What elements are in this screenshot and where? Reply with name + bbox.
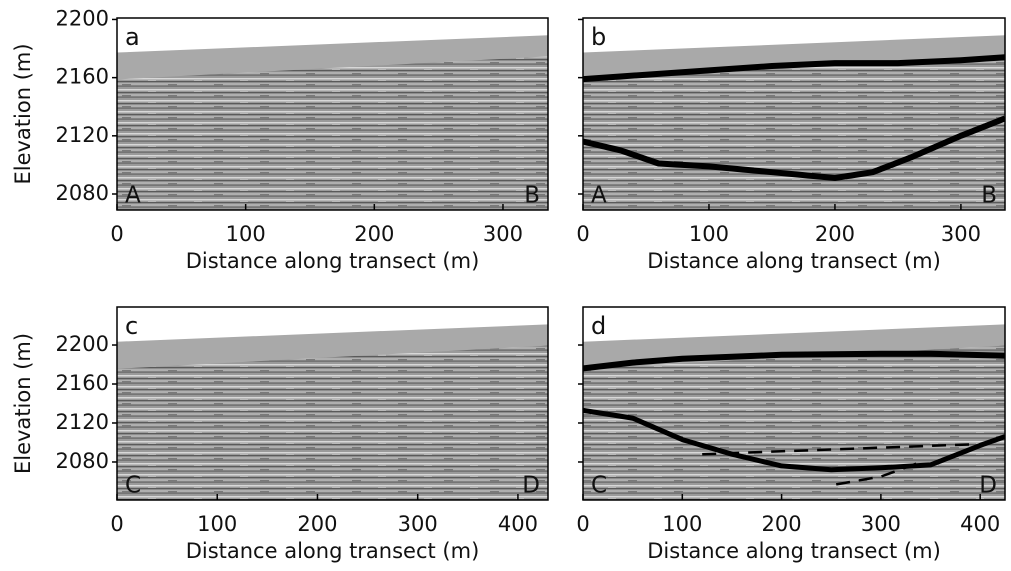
x-tick-label: 100 <box>197 512 237 536</box>
y-tick-label: 2200 <box>56 6 109 30</box>
y-tick-label: 2200 <box>56 332 109 356</box>
x-tick-label: 300 <box>941 222 981 246</box>
corner-label: C <box>125 473 141 499</box>
corner-label: D <box>979 473 997 499</box>
x-tick-label: 0 <box>110 512 123 536</box>
radargram <box>117 18 548 210</box>
y-tick-label: 2120 <box>56 123 109 147</box>
panel: 0 100 200 300 400 Distance along transect (m)… <box>576 306 1006 563</box>
x-tick-label: 200 <box>762 512 802 536</box>
x-axis-label: Distance along transect (m) <box>186 249 480 273</box>
y-tick-label: 2080 <box>56 449 109 473</box>
corner-label: B <box>981 183 997 209</box>
y-axis-label: Elevation (m) <box>11 43 35 184</box>
x-tick-label: 200 <box>297 512 337 536</box>
x-tick-label: 0 <box>576 512 589 536</box>
y-tick-label: 2080 <box>56 181 109 205</box>
x-tick-label: 300 <box>398 512 438 536</box>
x-tick-label: 300 <box>483 222 523 246</box>
radargram <box>583 18 1005 210</box>
air <box>117 307 548 342</box>
corner-label: C <box>591 473 607 499</box>
corner-label: A <box>591 183 607 209</box>
x-tick-label: 400 <box>960 512 1000 536</box>
x-axis-label: Distance along transect (m) <box>647 249 941 273</box>
y-axis-label: Elevation (m) <box>11 333 35 474</box>
x-tick-label: 300 <box>861 512 901 536</box>
y-tick-label: 2160 <box>56 65 109 89</box>
plot-frame <box>582 306 1006 501</box>
x-tick-label: 200 <box>815 222 855 246</box>
x-tick-label: 400 <box>498 512 538 536</box>
corner-label: D <box>522 473 540 499</box>
x-tick-label: 100 <box>662 512 702 536</box>
panel: 0 100 200 300 2080 2120 2160 2200 Distance along… <box>11 6 549 273</box>
x-tick-label: 100 <box>226 222 266 246</box>
panel-label: a <box>125 23 140 51</box>
y-tick-label: 2160 <box>56 371 109 395</box>
x-tick-label: 200 <box>354 222 394 246</box>
plot-frame <box>582 17 1006 211</box>
x-tick-label: 0 <box>576 222 589 246</box>
x-tick-label: 0 <box>110 222 123 246</box>
pick-line <box>583 54 1005 83</box>
panel: 0 100 200 300 400 2080 2120 2160 2200 Distance al… <box>11 306 549 563</box>
corner-label: B <box>524 183 540 209</box>
pick-line <box>583 350 1005 372</box>
air <box>583 307 1005 342</box>
plot-frame <box>116 306 549 501</box>
x-axis-label: Distance along transect (m) <box>186 539 480 563</box>
pick-line <box>583 407 1005 473</box>
panel-label: b <box>591 23 606 51</box>
radargram <box>117 307 548 500</box>
air <box>117 18 548 53</box>
radargram <box>583 307 1005 500</box>
x-axis-label: Distance along transect (m) <box>647 539 941 563</box>
air <box>583 18 1005 53</box>
pick-line <box>835 460 922 486</box>
x-tick-label: 100 <box>689 222 729 246</box>
plot-frame <box>116 17 549 211</box>
y-tick-label: 2120 <box>56 410 109 434</box>
corner-label: A <box>125 183 141 209</box>
panel-label: c <box>125 312 138 340</box>
pick-line <box>583 115 1005 181</box>
panel-label: d <box>591 312 606 340</box>
